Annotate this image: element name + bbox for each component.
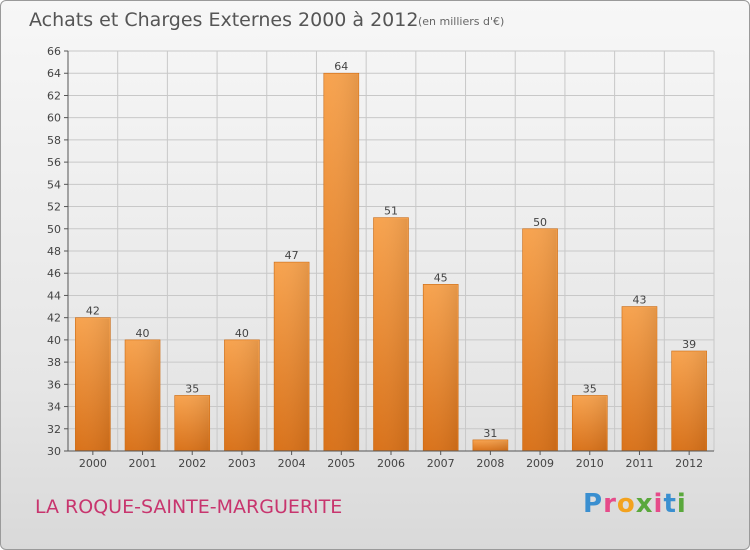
y-tick-label: 38	[47, 356, 61, 369]
y-tick-label: 64	[47, 67, 61, 80]
chart-subtitle: (en milliers d'€)	[418, 15, 505, 28]
x-tick-label: 2006	[377, 457, 405, 470]
data-label: 35	[583, 382, 597, 395]
proxiti-logo[interactable]: Proxiti	[583, 489, 687, 519]
x-tick-label: 2011	[625, 457, 653, 470]
y-tick-label: 48	[47, 245, 61, 258]
data-label: 50	[533, 216, 547, 229]
logo-letter: r	[603, 489, 617, 519]
data-label: 42	[86, 305, 100, 318]
y-tick-label: 46	[47, 267, 61, 280]
data-label: 51	[384, 205, 398, 218]
x-tick-label: 2003	[228, 457, 256, 470]
x-tick-label: 2012	[675, 457, 703, 470]
x-tick-label: 2007	[427, 457, 455, 470]
bar-shading	[275, 263, 309, 450]
bars: 42 40 35 40 47 64 51 45 31 50 35 43 39	[75, 60, 707, 452]
bar-shading	[374, 218, 408, 450]
axes: 30 32 34 36 38 40 42 44 46 48 50 52 54 56 58 60 62 64 66 20…	[47, 45, 714, 470]
x-tick-label: 2005	[327, 457, 355, 470]
y-tick-label: 56	[47, 156, 61, 169]
bar-shading	[225, 340, 259, 450]
bar-shading	[76, 318, 110, 450]
y-tick-label: 58	[47, 134, 61, 147]
commune-name: LA ROQUE-SAINTE-MARGUERITE	[35, 496, 343, 518]
bar-shading	[175, 396, 209, 450]
logo-letter: o	[616, 489, 636, 519]
x-tick-label: 2000	[79, 457, 107, 470]
y-tick-label: 34	[47, 401, 61, 414]
x-tick-label: 2008	[476, 457, 504, 470]
y-tick-label: 40	[47, 334, 61, 347]
logo-letter: P	[583, 489, 604, 519]
y-tick-label: 62	[47, 89, 61, 102]
bar-shading	[523, 229, 557, 450]
data-label: 31	[483, 427, 497, 440]
data-label: 40	[136, 327, 150, 340]
y-tick-label: 44	[47, 289, 61, 302]
bar-shading	[473, 440, 507, 450]
x-tick-label: 2001	[129, 457, 157, 470]
y-tick-label: 60	[47, 112, 61, 125]
logo-letter: i	[676, 489, 687, 519]
data-label: 43	[632, 294, 646, 307]
bar-shading	[672, 352, 706, 450]
data-label: 64	[334, 60, 348, 73]
x-tick-label: 2004	[278, 457, 306, 470]
data-label: 45	[434, 271, 448, 284]
y-tick-label: 42	[47, 312, 61, 325]
y-tick-label: 52	[47, 201, 61, 214]
x-tick-label: 2009	[526, 457, 554, 470]
bar-shading	[424, 285, 458, 450]
bar-shading	[573, 396, 607, 450]
x-tick-label: 2010	[576, 457, 604, 470]
y-tick-label: 54	[47, 178, 61, 191]
chart-title: Achats et Charges Externes 2000 à 2012	[29, 9, 419, 31]
data-label: 35	[185, 382, 199, 395]
logo-letter: x	[635, 489, 654, 519]
bar-shading	[622, 307, 656, 450]
y-tick-label: 66	[47, 45, 61, 58]
data-label: 39	[682, 338, 696, 351]
y-tick-label: 36	[47, 378, 61, 391]
data-label: 40	[235, 327, 249, 340]
data-label: 47	[285, 249, 299, 262]
y-tick-label: 32	[47, 423, 61, 436]
x-tick-label: 2002	[178, 457, 206, 470]
y-tick-label: 50	[47, 223, 61, 236]
logo-letter: t	[663, 489, 677, 519]
bar-shading	[126, 340, 160, 450]
logo-letter: i	[653, 489, 664, 519]
y-tick-label: 30	[47, 445, 61, 458]
bar-shading	[324, 74, 358, 450]
